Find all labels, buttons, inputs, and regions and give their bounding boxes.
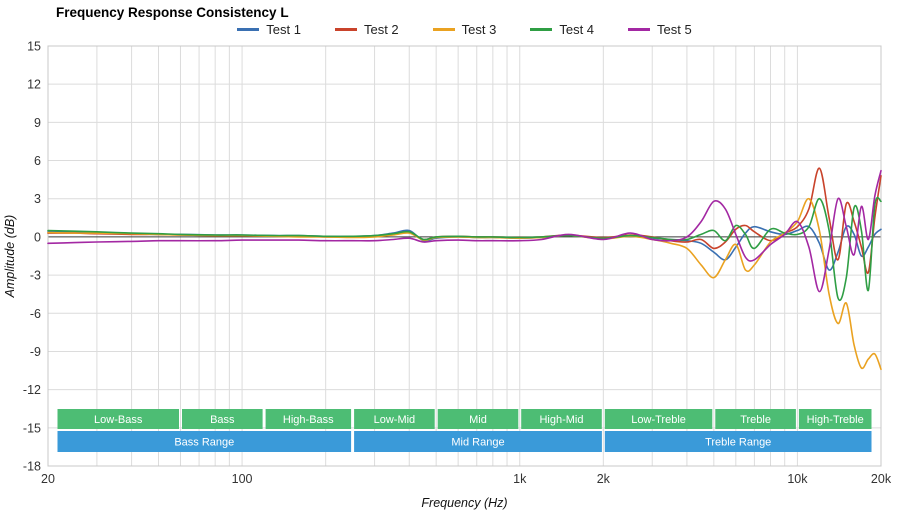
range-band-label: Mid Range (451, 437, 504, 449)
range-band (57, 431, 352, 452)
plot-border (47, 45, 882, 467)
y-tick-label: -6 (30, 307, 41, 321)
sub-band (354, 409, 435, 429)
sub-band-label: High-Bass (283, 414, 334, 426)
y-tick-label: -9 (30, 345, 41, 359)
x-tick-label: 20 (41, 472, 55, 486)
x-tick-label: 1k (513, 472, 527, 486)
series-line-test-5 (47, 169, 882, 293)
x-tick-label: 20k (871, 472, 892, 486)
legend-swatch-test-2 (334, 28, 357, 31)
x-tick-label: 100 (232, 472, 253, 486)
x-axis-title: Frequency (Hz) (421, 496, 507, 510)
y-axis-title: Amplitude (dB) (3, 215, 17, 299)
y-tick-label: 12 (27, 78, 41, 92)
range-band-label: Treble Range (705, 437, 771, 449)
y-tick-label: 3 (34, 192, 41, 206)
sub-band (265, 409, 352, 429)
sub-band-label: Mid (469, 414, 487, 426)
y-tick-label: 6 (34, 154, 41, 168)
legend-swatch-test-4 (530, 28, 553, 31)
legend-swatch-test-5 (628, 28, 651, 31)
range-band (604, 431, 872, 452)
series-line-test-3 (47, 197, 882, 371)
x-tick-label: 10k (787, 472, 808, 486)
legend-swatch-test-3 (432, 28, 455, 31)
legend-swatch-test-1 (237, 28, 260, 31)
range-band (354, 431, 602, 452)
sub-band (715, 409, 796, 429)
sub-band-label: Low-Mid (374, 414, 416, 426)
y-tick-label: -3 (30, 269, 41, 283)
legend-item-test-5[interactable]: Test 5 (628, 22, 692, 37)
sub-band-label: Low-Treble (631, 414, 686, 426)
sub-band (57, 409, 179, 429)
chart-title: Frequency Response Consistency L (56, 5, 289, 20)
legend-item-test-3[interactable]: Test 3 (432, 22, 497, 37)
legend-label-test-3: Test 3 (461, 22, 497, 37)
y-tick-label: -12 (23, 383, 41, 397)
series-line-test-4 (47, 196, 882, 302)
y-tick-label: -15 (23, 421, 41, 435)
legend-label-test-5: Test 5 (657, 22, 692, 37)
series-line-test-2 (47, 167, 882, 274)
legend-item-test-4[interactable]: Test 4 (530, 22, 594, 37)
sub-band-label: High-Treble (807, 414, 864, 426)
sub-band (521, 409, 602, 429)
sub-band-label: High-Mid (539, 414, 583, 426)
y-tick-label: -18 (23, 460, 41, 474)
sub-band (437, 409, 519, 429)
legend-label-test-1: Test 1 (266, 22, 301, 37)
legend-item-test-1[interactable]: Test 1 (237, 22, 301, 37)
sub-band (604, 409, 713, 429)
range-band-label: Bass Range (174, 437, 234, 449)
y-tick-label: 15 (27, 40, 41, 54)
sub-band (798, 409, 872, 429)
x-tick-label: 2k (597, 472, 611, 486)
legend-label-test-2: Test 2 (363, 22, 399, 37)
legend-item-test-2[interactable]: Test 2 (334, 22, 399, 37)
y-tick-label: 9 (34, 116, 41, 130)
legend: Test 1 Test 2 Test 3 Test 4 Test 5 (48, 22, 881, 37)
sub-band (182, 409, 263, 429)
y-tick-label: 0 (34, 230, 41, 244)
sub-band-label: Treble (740, 414, 771, 426)
sub-band-label: Bass (210, 414, 235, 426)
sub-band-label: Low-Bass (94, 414, 143, 426)
legend-label-test-4: Test 4 (559, 22, 595, 37)
